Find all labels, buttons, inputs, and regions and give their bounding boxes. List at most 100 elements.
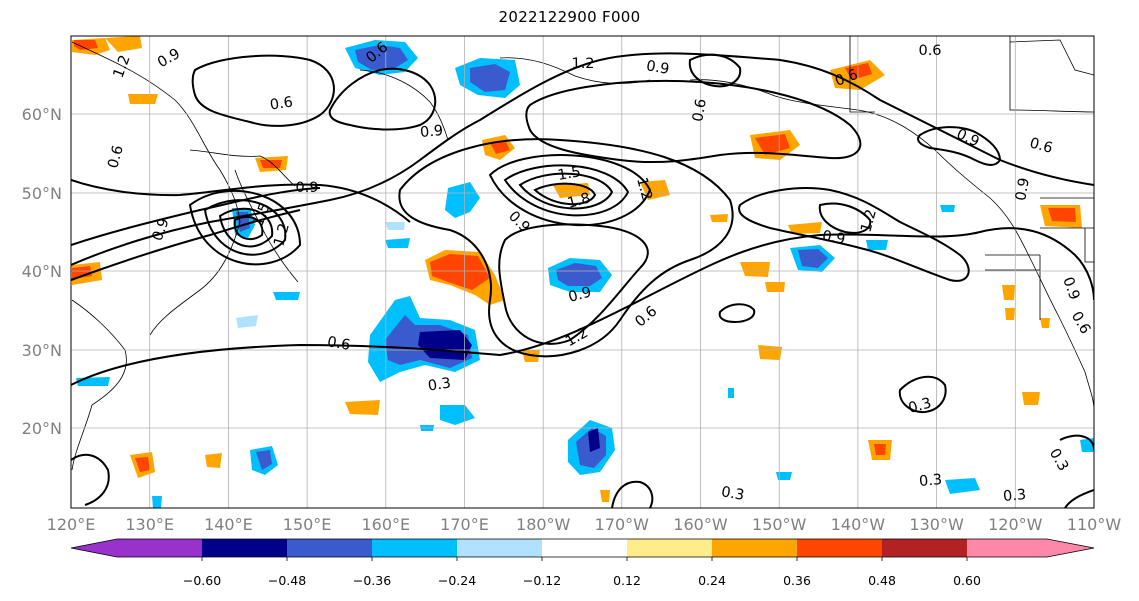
coastline [71,299,127,471]
contour-line [188,190,302,266]
colorbar-extend-max [1046,539,1094,557]
colorbar-segment [627,539,713,557]
positive-patch [845,63,872,80]
negative-patch [798,249,828,268]
contour-line [71,453,110,506]
contour-line [533,182,597,206]
contour-label: 0.6 [269,95,294,114]
anomaly-shading [72,36,1094,508]
negative-patch [76,377,110,386]
contour-label: 0.3 [1046,446,1071,474]
colorbar-tick-label: 0.36 [783,573,811,588]
positive-patch [553,183,590,198]
contour-line [328,67,437,131]
contour-line [518,172,614,210]
contour-line [738,187,970,282]
negative-patch [256,450,272,470]
lon-label: 120°W [988,515,1043,534]
contour-line [917,126,1002,166]
negative-patch [588,428,600,452]
contour-label: 1.2 [571,56,594,72]
negative-patch [152,496,162,508]
positive-patch [72,266,92,279]
positive-patch [765,282,785,292]
coastline [1009,36,1094,113]
contour-line [503,164,630,217]
positive-patch [1040,318,1050,328]
contour-label: 0.3 [427,376,452,395]
contour-line [688,53,742,88]
coastline [985,254,1041,320]
contour-line [71,52,1094,266]
positive-patch [755,134,790,155]
lon-label: 170°E [440,515,489,534]
contour-label: 0.3 [918,472,942,490]
colorbar-tick-label: −0.48 [268,573,306,588]
lat-label: 60°N [22,105,62,124]
coastline [71,41,241,336]
positive-patch [1005,308,1015,320]
contour-label: 0.9 [1013,177,1033,202]
colorbar-tick-label: 0.48 [868,573,896,588]
colorbar-extend-min [71,539,118,557]
positive-patch [490,140,510,154]
coastline [1009,39,1094,76]
negative-patch [385,238,410,248]
colorbar-segment [882,539,968,557]
negative-patch [945,478,980,494]
negative-patch [776,472,792,480]
coastline [849,36,875,113]
contour-label: 1.8 [566,190,592,211]
contour-label: 0.6 [690,98,710,123]
colorbar-tick-label: 0.12 [613,573,641,588]
contour-label: 1.2 [111,53,134,80]
positive-patch [260,160,282,168]
positive-patch [788,222,822,234]
colorbar: −0.60 −0.48 −0.36 −0.24 −0.12 0.12 0.24 … [70,538,1095,588]
colorbar-tick-label: −0.24 [438,573,476,588]
contour-label: 0.6 [326,334,351,354]
coastline [989,197,1094,411]
colorbar-tick-label: 0.60 [953,573,981,588]
colorbar-segment [372,539,458,557]
colorbar-segment [457,539,543,557]
contour-label: 0.3 [720,484,745,504]
positive-patch [1048,208,1076,222]
contour-line [233,215,264,240]
negative-patch [1080,438,1094,452]
contour-label: 0.6 [632,303,660,330]
positive-patch [430,254,490,290]
contour-label: 0.6 [105,144,126,170]
contour-label: 0.9 [155,46,183,71]
negative-patch [440,405,475,425]
contour-lines [71,52,1094,508]
coastline [499,57,651,84]
positive-patch [710,214,728,222]
contour-line [203,199,287,256]
contour-line [898,375,947,414]
lon-label: 120°E [47,515,96,534]
positive-patch [874,444,886,455]
negative-patch [355,45,408,70]
negative-patch [470,64,510,92]
colorbar-tick-label: 0.24 [698,573,726,588]
colorbar-tick-label: −0.36 [353,573,391,588]
positive-patch [135,457,150,472]
coastline [359,69,449,141]
contour-line [611,480,654,508]
contour-label: 0.9 [645,58,670,78]
contour-line [398,138,734,358]
lat-label: 40°N [22,262,62,281]
lat-label: 30°N [22,341,62,360]
contour-label: 0.6 [1028,135,1054,156]
contour-label: 0.6 [1068,309,1093,337]
lat-label: 50°N [22,184,62,203]
coastline [189,149,296,187]
positive-patch [205,453,222,468]
contour-line [71,179,411,223]
contour-label: 0.9 [954,126,982,150]
latitude-labels: 60°N 50°N 40°N 30°N 20°N [22,105,62,438]
positive-patch [74,40,98,50]
contour-line [191,54,335,127]
